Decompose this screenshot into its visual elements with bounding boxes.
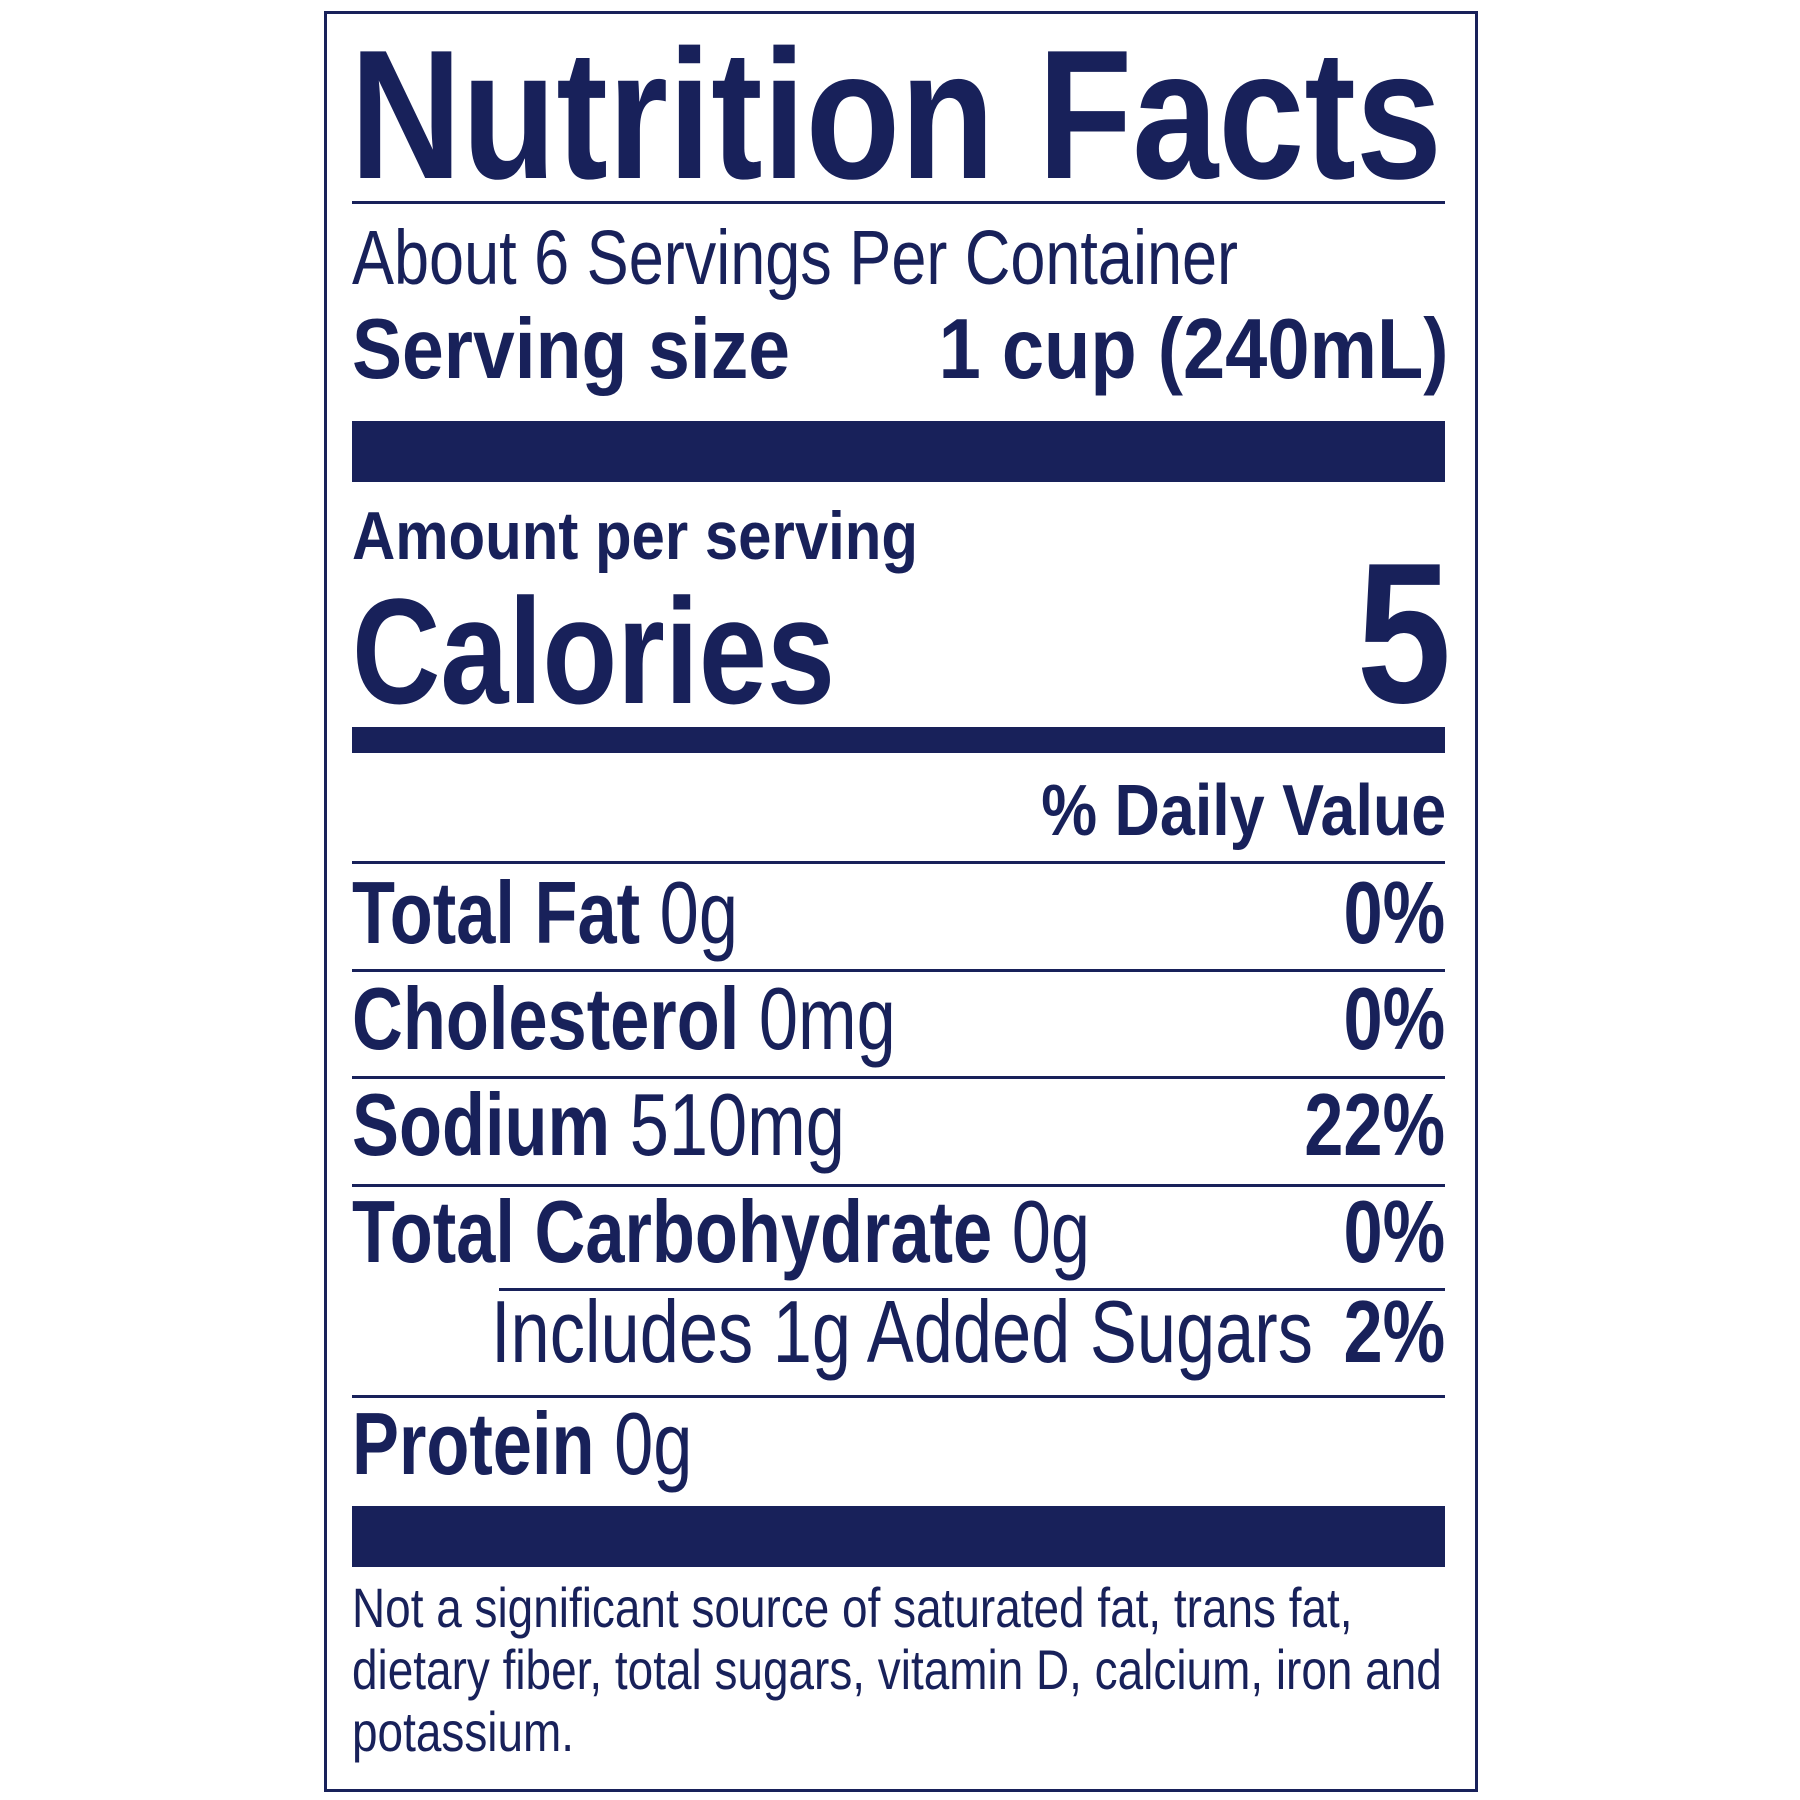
- label-title: Nutrition Facts: [350, 11, 1442, 217]
- nutrient-name: Protein: [352, 1394, 595, 1493]
- nutrient-name: Includes 1g Added Sugars: [491, 1282, 1313, 1381]
- divider: [352, 969, 1445, 972]
- calories-value: 5: [1356, 522, 1451, 745]
- nutrient-row-protein: Protein 0g: [352, 1400, 692, 1488]
- divider: [352, 1076, 1445, 1079]
- nutrient-name: Cholesterol: [352, 969, 740, 1068]
- nutrient-row-sodium: Sodium 510mg: [352, 1081, 845, 1169]
- amount-per-serving: Amount per serving: [352, 498, 918, 574]
- divider: [352, 1395, 1445, 1398]
- daily-value-header: % Daily Value: [1041, 771, 1446, 851]
- calories-label: Calories: [352, 567, 835, 735]
- divider: [352, 201, 1445, 204]
- footnote: Not a significant source of saturated fa…: [352, 1576, 1442, 1763]
- servings-per-container: About 6 Servings Per Container: [352, 215, 1238, 301]
- nutrient-dv: 2%: [1343, 1282, 1445, 1381]
- nutrient-row-added-sugars: Includes 1g Added Sugars: [491, 1288, 1313, 1376]
- nutrient-amount: 0mg: [758, 969, 896, 1068]
- nutrient-row-total-fat: Total Fat 0g: [352, 869, 738, 957]
- thick-bar: [352, 1506, 1445, 1567]
- nutrient-amount: 0g: [614, 1394, 693, 1493]
- serving-size-value: 1 cup (240mL): [939, 302, 1449, 397]
- nutrient-row-total-carbohydrate: Total Carbohydrate 0g: [352, 1188, 1090, 1276]
- thick-bar: [352, 421, 1445, 482]
- nutrient-name: Sodium: [352, 1075, 611, 1174]
- nutrient-dv: 0%: [1343, 969, 1445, 1068]
- divider: [352, 1184, 1445, 1187]
- medium-bar: [352, 727, 1445, 753]
- nutrient-amount: 510mg: [629, 1075, 845, 1174]
- divider-indented: [499, 1288, 1445, 1291]
- nutrient-amount: 0g: [659, 863, 738, 962]
- nutrient-dv: 22%: [1304, 1075, 1445, 1174]
- nutrient-amount: 0g: [1011, 1182, 1091, 1281]
- nutrient-name: Total Fat: [352, 863, 641, 962]
- nutrient-row-cholesterol: Cholesterol 0mg: [352, 975, 896, 1063]
- label-border: [324, 11, 1478, 1792]
- divider: [352, 861, 1445, 864]
- serving-size-label: Serving size: [352, 302, 790, 397]
- nutrient-dv: 0%: [1343, 863, 1445, 962]
- nutrient-dv: 0%: [1343, 1182, 1445, 1281]
- nutrient-name: Total Carbohydrate: [352, 1182, 993, 1281]
